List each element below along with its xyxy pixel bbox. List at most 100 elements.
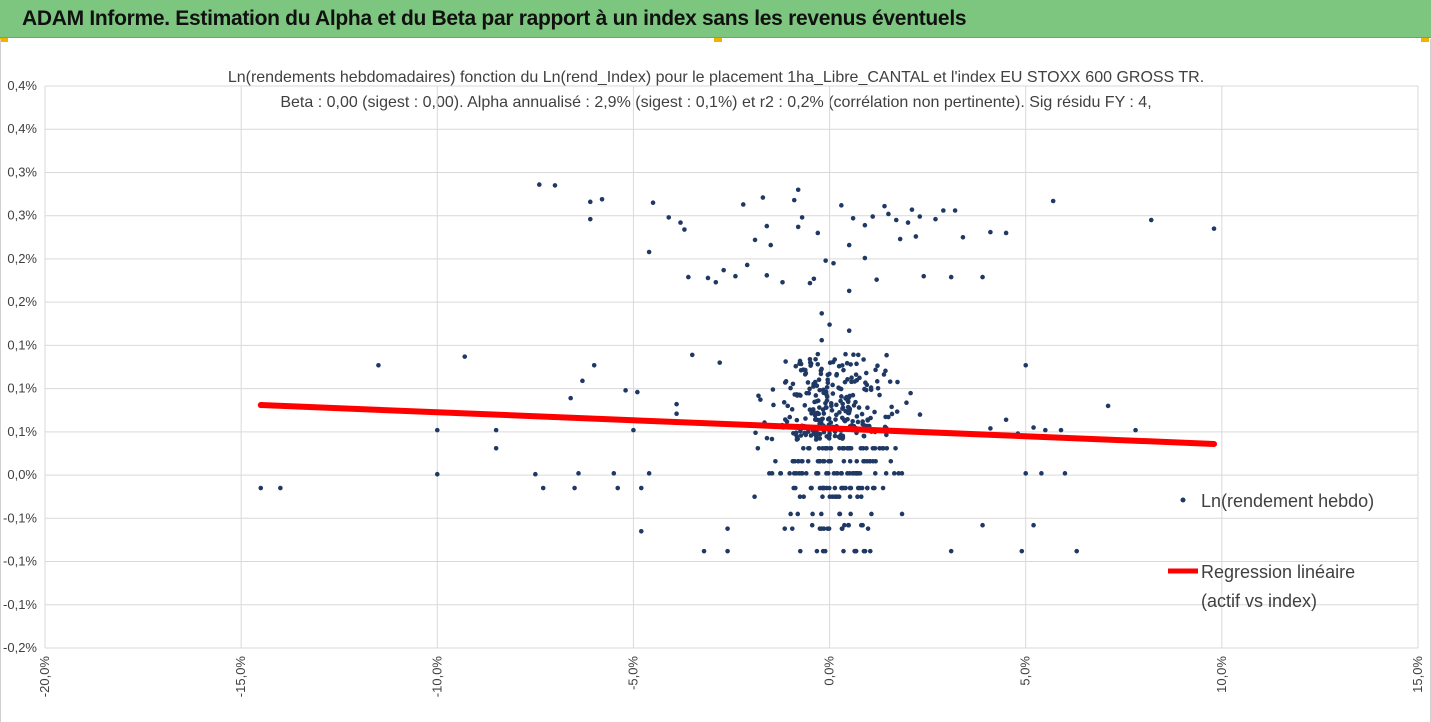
scatter-point [623, 388, 628, 393]
scatter-point [846, 242, 852, 248]
scatter-point [493, 445, 499, 451]
scatter-point [868, 385, 874, 390]
scatter-point [752, 237, 758, 243]
scatter-point [771, 402, 776, 408]
scatter-point [883, 471, 889, 476]
y-tick-label: 0,0% [7, 467, 37, 482]
scatter-point [855, 419, 861, 425]
scatter-point [794, 471, 799, 476]
scatter-point [816, 445, 822, 451]
scatter-point [819, 337, 825, 343]
scatter-point [834, 494, 840, 499]
scatter-point [865, 405, 870, 411]
scatter-point [851, 403, 857, 408]
scatter-point [832, 357, 838, 362]
y-tick-label: 0,1% [7, 337, 37, 352]
scatter-point [803, 471, 809, 476]
scatter-point [814, 548, 820, 554]
scatter-point [717, 360, 723, 365]
scatter-point [615, 485, 621, 491]
scatter-point [856, 405, 862, 410]
scatter-point [875, 385, 881, 391]
scatter-point [721, 267, 726, 273]
scatter-point [536, 182, 542, 187]
scatter-point [813, 430, 818, 436]
scatter-point [819, 311, 825, 316]
scatter-point [540, 485, 546, 491]
scatter-point [599, 196, 605, 202]
scatter-point [849, 375, 854, 381]
scatter-point [823, 258, 828, 263]
scatter-point [800, 471, 805, 476]
scatter-point [744, 262, 750, 268]
scatter-point [881, 372, 887, 377]
scatter-point [860, 445, 866, 451]
scatter-point [831, 471, 837, 476]
scatter-point [646, 249, 652, 255]
scatter-point [780, 279, 785, 285]
scatter-point [853, 548, 859, 554]
scatter-point [834, 402, 839, 408]
scatter-point [846, 288, 852, 294]
scatter-point [798, 433, 804, 438]
scatter-point [782, 526, 788, 531]
scatter-point [833, 417, 838, 422]
scatter-point [869, 511, 874, 517]
scatter-point [674, 411, 679, 416]
scatter-point [635, 389, 640, 395]
scatter-point [834, 412, 839, 418]
resize-handle-center[interactable] [714, 38, 722, 42]
y-tick-label: -0,1% [3, 597, 37, 612]
scatter-point [850, 392, 856, 398]
scatter-point [1003, 230, 1009, 236]
scatter-point [858, 494, 864, 499]
scatter-point [827, 445, 833, 451]
resize-handle-right[interactable] [1421, 38, 1429, 42]
scatter-point [825, 471, 831, 476]
scatter-point [1105, 403, 1111, 409]
legend-marker-scatter [1180, 497, 1186, 503]
scatter-point [921, 273, 927, 279]
scatter-point [689, 352, 695, 358]
scatter-point [820, 494, 825, 499]
scatter-point [802, 430, 807, 436]
scatter-point [769, 471, 775, 476]
scatter-point [837, 386, 842, 391]
scatter-point [874, 379, 880, 384]
scatter-point [686, 274, 691, 280]
scatter-point [826, 416, 832, 421]
scatter-point [988, 229, 993, 235]
chart-subtitle: Beta : 0,00 (sigest : 0,00). Alpha annua… [280, 94, 1151, 111]
scatter-point [834, 373, 839, 378]
scatter-point [862, 255, 868, 261]
legend-label-scatter: Ln(rendement hebdo) [1201, 491, 1374, 511]
scatter-point [805, 458, 811, 464]
resize-handle-left[interactable] [0, 38, 8, 42]
scatter-point [811, 384, 816, 389]
scatter-point [820, 416, 825, 422]
scatter-point [840, 363, 845, 368]
scatter-point [862, 386, 867, 392]
scatter-point [815, 471, 821, 476]
scatter-point [832, 433, 838, 439]
scatter-point [817, 387, 822, 393]
scatter-point [817, 431, 823, 437]
scatter-point [818, 371, 824, 377]
scatter-point [824, 398, 830, 403]
scatter-point [434, 427, 440, 433]
scatter-point [854, 458, 860, 464]
scatter-point [829, 408, 835, 413]
scatter-point [827, 431, 832, 436]
scatter-point [894, 409, 900, 414]
legend-label-line: Regression linéaire [1201, 562, 1355, 582]
scatter-point [851, 352, 856, 357]
scatter-point [827, 322, 832, 327]
x-tick-label: 10,0% [1214, 656, 1229, 693]
scatter-point [867, 548, 873, 554]
scatter-point [770, 387, 776, 392]
scatter-point [725, 526, 730, 531]
scatter-point [798, 367, 804, 373]
scatter-point [795, 511, 801, 517]
scatter-point [883, 368, 888, 374]
